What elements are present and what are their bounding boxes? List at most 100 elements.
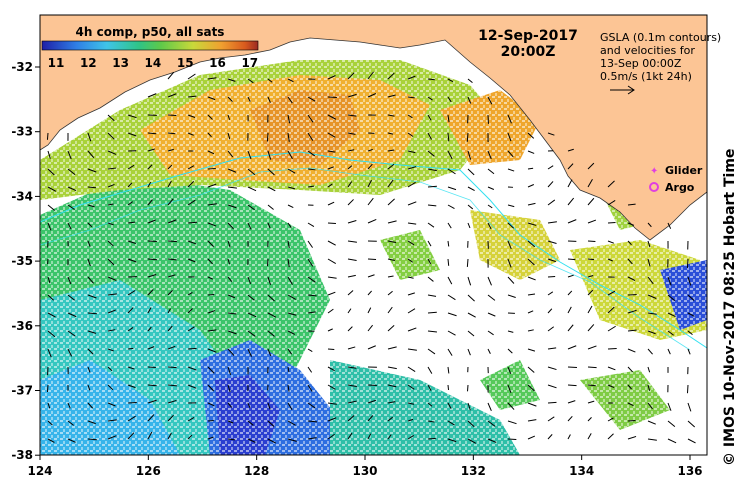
velocity-arrow bbox=[507, 204, 515, 208]
velocity-arrow bbox=[307, 185, 315, 188]
velocity-arrow bbox=[227, 132, 231, 140]
velocity-arrow bbox=[507, 258, 512, 268]
velocity-arrow bbox=[587, 384, 596, 387]
velocity-arrow bbox=[467, 312, 476, 318]
velocity-arrow bbox=[147, 399, 157, 404]
velocity-arrow bbox=[327, 366, 335, 372]
velocity-arrow bbox=[507, 438, 517, 441]
velocity-arrow bbox=[207, 203, 217, 206]
velocity-arrow bbox=[387, 94, 396, 98]
velocity-arrow bbox=[87, 258, 91, 267]
velocity-arrow bbox=[507, 294, 516, 298]
velocity-arrow bbox=[567, 345, 577, 350]
velocity-arrow bbox=[107, 132, 115, 140]
velocity-arrow bbox=[407, 114, 413, 119]
velocity-arrow bbox=[627, 329, 637, 332]
velocity-arrow bbox=[447, 150, 453, 160]
velocity-arrow bbox=[447, 420, 455, 426]
shelf-contour-inner bbox=[40, 167, 691, 351]
velocity-arrow bbox=[187, 114, 196, 118]
velocity-arrow bbox=[327, 433, 335, 440]
velocity-arrow bbox=[447, 312, 457, 317]
velocity-arrow bbox=[287, 132, 290, 142]
velocity-arrow bbox=[187, 347, 197, 350]
velocity-arrow bbox=[447, 168, 456, 175]
velocity-arrow bbox=[287, 222, 292, 228]
colorbar-tick-label: 15 bbox=[177, 56, 194, 70]
velocity-arrow bbox=[667, 348, 671, 355]
colorbar-title: 4h comp, p50, all sats bbox=[76, 25, 225, 39]
velocity-arrow bbox=[267, 348, 272, 357]
velocity-arrow bbox=[67, 168, 76, 176]
velocity-arrow bbox=[207, 402, 215, 407]
velocity-arrow bbox=[627, 309, 637, 314]
velocity-arrow bbox=[187, 417, 195, 422]
velocity-arrow bbox=[627, 240, 632, 246]
velocity-arrow bbox=[527, 202, 536, 206]
velocity-arrow bbox=[687, 294, 695, 301]
velocity-arrow bbox=[307, 258, 314, 267]
velocity-arrow bbox=[227, 78, 236, 82]
velocity-arrow bbox=[147, 132, 157, 135]
velocity-arrow bbox=[147, 164, 153, 170]
velocity-arrow bbox=[387, 179, 394, 188]
velocity-arrow bbox=[387, 220, 397, 224]
velocity-arrow bbox=[167, 274, 176, 278]
velocity-arrow bbox=[407, 327, 417, 332]
velocity-arrow bbox=[427, 204, 437, 207]
velocity-arrow bbox=[407, 418, 414, 422]
velocity-arrow bbox=[227, 402, 233, 408]
velocity-arrow bbox=[267, 420, 275, 427]
velocity-arrow bbox=[267, 222, 271, 229]
velocity-arrow bbox=[87, 366, 91, 373]
velocity-arrow bbox=[507, 330, 514, 333]
velocity-arrow bbox=[627, 348, 636, 353]
argo-marker-icon bbox=[649, 182, 659, 192]
velocity-arrow bbox=[407, 258, 414, 263]
velocity-arrow bbox=[67, 204, 75, 210]
velocity-arrow bbox=[47, 312, 56, 318]
velocity-arrow bbox=[187, 326, 195, 332]
velocity-arrow bbox=[147, 326, 152, 332]
velocity-arrow bbox=[87, 186, 97, 189]
velocity-arrow bbox=[467, 168, 475, 176]
velocity-arrow bbox=[227, 186, 237, 189]
velocity-arrow bbox=[367, 218, 377, 224]
velocity-arrow bbox=[567, 258, 576, 261]
velocity-arrow bbox=[687, 420, 696, 428]
credit-text: © IMOS 10-Nov-2017 08:25 Hobart Time bbox=[722, 148, 738, 466]
velocity-arrow bbox=[187, 384, 197, 389]
velocity-arrow bbox=[87, 312, 97, 315]
velocity-arrow bbox=[307, 384, 313, 392]
velocity-arrow bbox=[587, 366, 597, 369]
gsla-note-line-3: 13-Sep 00:00Z bbox=[600, 57, 682, 70]
velocity-arrow bbox=[407, 222, 417, 225]
velocity-arrow bbox=[287, 276, 293, 285]
velocity-arrow bbox=[267, 294, 275, 302]
velocity-arrow bbox=[67, 150, 72, 160]
velocity-arrow bbox=[427, 168, 437, 172]
velocity-arrow bbox=[447, 276, 453, 285]
velocity-arrow bbox=[447, 294, 456, 301]
velocity-arrow bbox=[207, 258, 213, 265]
velocity-arrow bbox=[607, 180, 615, 188]
velocity-arrow bbox=[647, 258, 651, 267]
velocity-arrow bbox=[267, 330, 275, 337]
velocity-arrow bbox=[547, 132, 555, 136]
velocity-arrow bbox=[247, 186, 257, 192]
velocity-arrow bbox=[347, 199, 354, 206]
velocity-arrow bbox=[407, 132, 414, 137]
velocity-arrow bbox=[107, 222, 114, 226]
velocity-arrow bbox=[327, 308, 334, 314]
velocity-arrow bbox=[227, 348, 235, 356]
velocity-arrow bbox=[587, 162, 595, 170]
velocity-arrow bbox=[627, 276, 636, 281]
velocity-arrow bbox=[687, 438, 696, 444]
gsla-note: GSLA (0.1m contours) and velocities for … bbox=[600, 31, 721, 83]
velocity-arrow bbox=[427, 402, 433, 407]
velocity-arrow bbox=[467, 150, 472, 160]
velocity-arrow bbox=[287, 114, 291, 124]
velocity-arrow bbox=[367, 274, 375, 278]
colorbar-tick-label: 11 bbox=[48, 56, 65, 70]
velocity-arrow bbox=[527, 310, 534, 314]
